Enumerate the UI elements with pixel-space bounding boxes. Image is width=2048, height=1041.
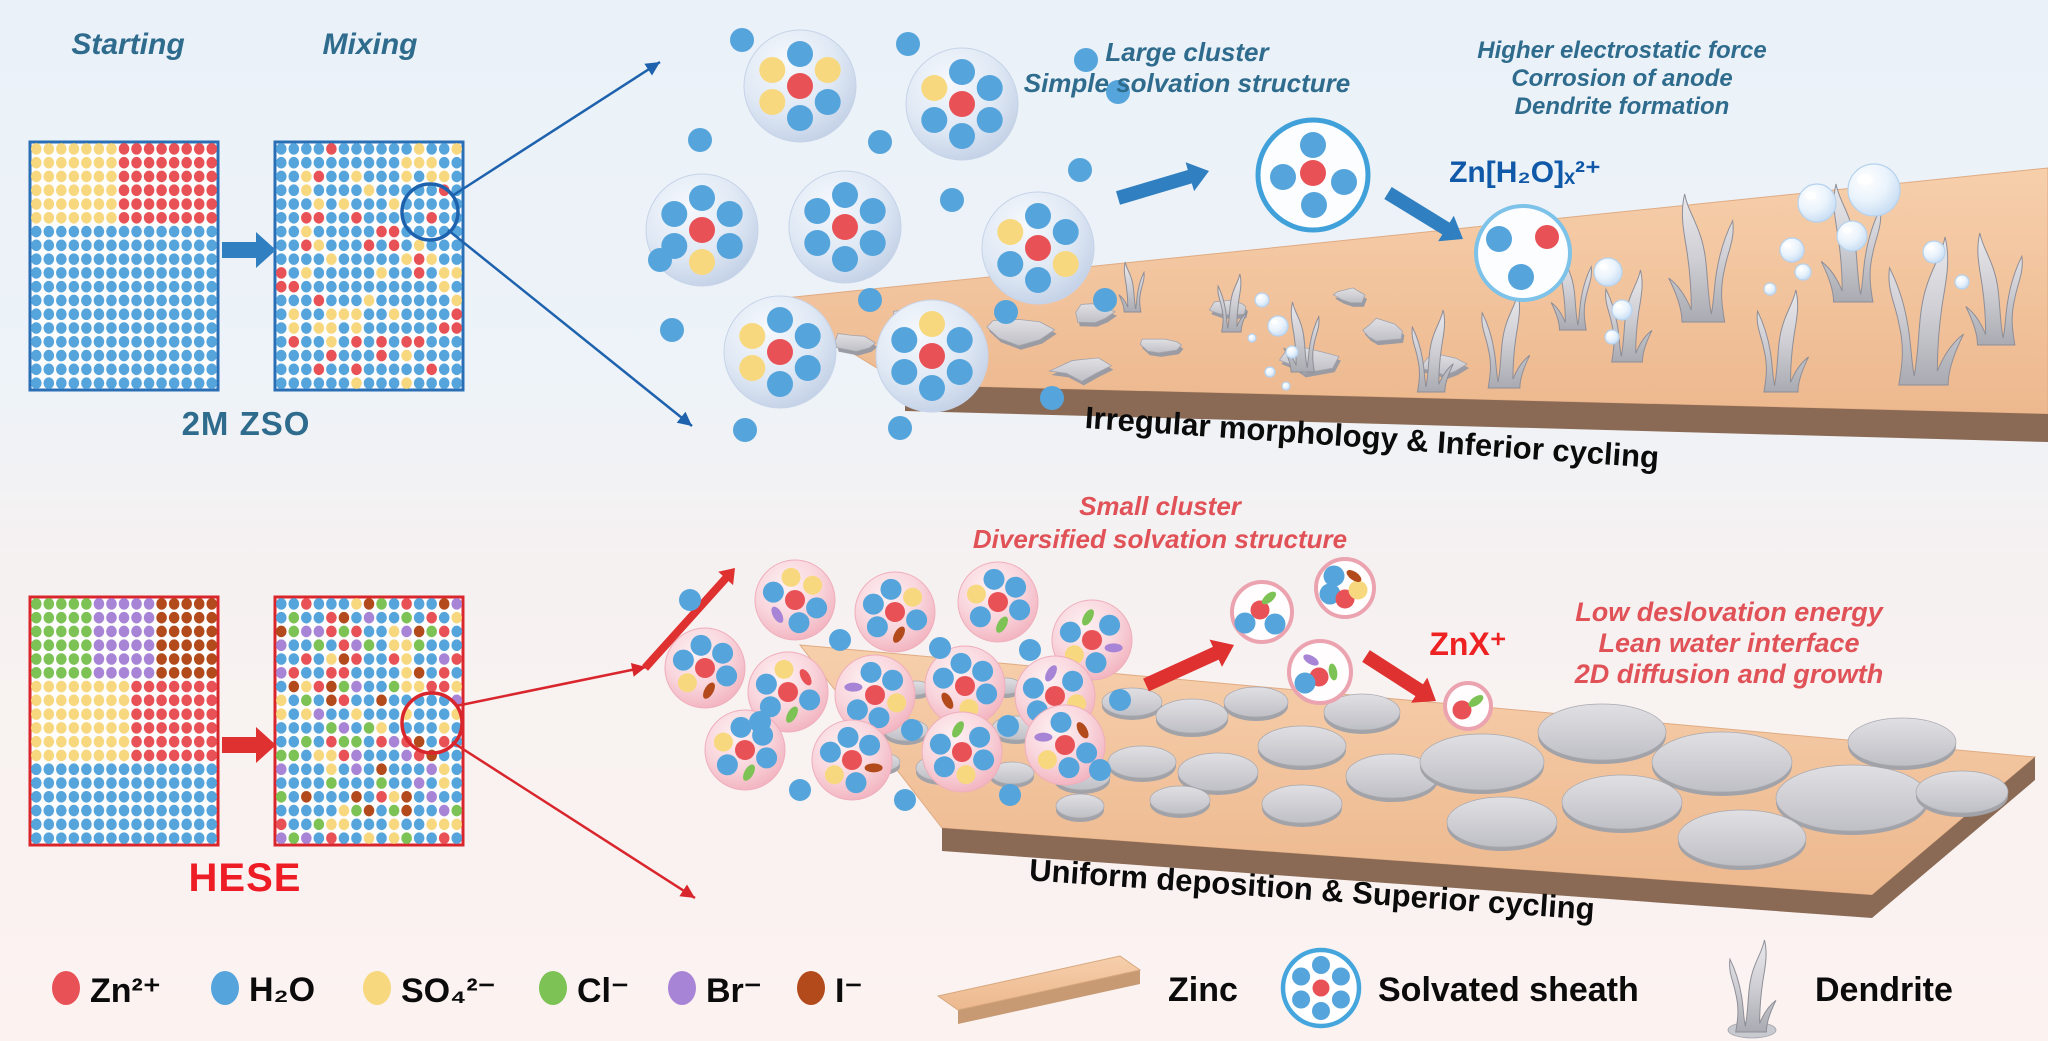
legend-label-zn: Zn²⁺ <box>90 972 161 1010</box>
zoom-lens <box>400 663 696 900</box>
legend-label-zinc: Zinc <box>1168 971 1238 1009</box>
dot-grid <box>273 140 465 392</box>
caption-large-cluster: Large cluster Simple solvation structure <box>1024 37 1351 99</box>
stage-label-starting: Starting <box>71 28 185 61</box>
caption-mechanism-top: Higher electrostatic force Corrosion of … <box>1477 37 1766 121</box>
caption-line: Lean water interface <box>1598 628 1860 658</box>
solvation-cluster-small <box>664 627 746 709</box>
solvation-cluster-large <box>645 173 759 287</box>
legend-species-dots <box>52 971 825 1005</box>
caption-line: Corrosion of anode <box>1511 65 1733 92</box>
free-water-top <box>648 28 1130 442</box>
caption-line: Simple solvation structure <box>1023 68 1351 98</box>
free-water-bottom <box>679 589 1131 811</box>
formula-zn-h2o: Zn[H₂O]ₓ²⁺ <box>1449 156 1601 189</box>
legend-label-br: Br⁻ <box>706 972 762 1010</box>
solvation-cluster-small <box>704 709 786 791</box>
solvation-cluster-small <box>1024 704 1106 786</box>
caption-line: Large cluster <box>1105 37 1269 67</box>
electrolyte-name-zso: 2M ZSO <box>181 405 311 442</box>
legend-label-h2o: H₂O <box>249 971 316 1009</box>
solvation-cluster-large <box>905 47 1019 161</box>
dot-grid <box>273 595 465 847</box>
legend-label-dendrite: Dendrite <box>1815 971 1953 1009</box>
formula-znx: ZnX⁺ <box>1429 626 1507 662</box>
dot-grid <box>28 595 220 847</box>
electrolyte-name-hese: HESE <box>188 856 302 900</box>
znx-complex-circle <box>1287 639 1353 705</box>
solvation-cluster-large <box>743 29 857 143</box>
solvated-sheath-circle <box>1255 117 1371 233</box>
znx-complex-circle <box>1314 557 1376 619</box>
solvation-cluster-large <box>788 170 902 284</box>
dot-grid <box>28 140 220 392</box>
legend-label-cl: Cl⁻ <box>577 972 629 1010</box>
hydrogen-bubbles <box>1247 163 1970 391</box>
zinc-plate-icon <box>936 955 1142 1024</box>
solvation-cluster-large <box>981 191 1095 305</box>
caption-line: Diversified solvation structure <box>972 524 1348 554</box>
stage-label-mixing: Mixing <box>322 28 418 61</box>
legend-label-i: I⁻ <box>835 972 863 1010</box>
desolvating-circle <box>1474 204 1572 302</box>
solvation-cluster-small <box>747 651 829 733</box>
zoom-lens <box>400 60 693 427</box>
legend-label-so4: SO₄²⁻ <box>401 972 496 1010</box>
caption-small-cluster: Small cluster Diversified solvation stru… <box>973 490 1347 556</box>
caption-line: Small cluster <box>1079 491 1241 521</box>
arrows <box>222 162 1463 763</box>
solvation-cluster-small <box>834 654 916 736</box>
zinc-plate-top <box>763 167 2048 442</box>
solvation-cluster-small <box>854 571 936 653</box>
solvated-sheath-icon <box>1280 947 1362 1029</box>
znx-complex-circle <box>1230 580 1294 644</box>
znx-complex-circle <box>1443 681 1493 731</box>
caption-line: 2D diffusion and growth <box>1574 659 1884 689</box>
solvation-cluster-small <box>811 719 893 801</box>
solvation-cluster-large <box>723 295 837 409</box>
solvation-cluster-small <box>924 645 1006 727</box>
deposit-pebbles <box>855 677 2009 870</box>
legend-label-solvated-sheath: Solvated sheath <box>1378 971 1639 1009</box>
caption-mechanism-bottom: Low deslovation energy Lean water interf… <box>1575 597 1883 690</box>
dendrite-icon <box>1727 939 1777 1039</box>
solvation-cluster-small <box>921 711 1003 793</box>
solvation-cluster-large <box>875 299 989 413</box>
caption-line: Higher electrostatic force <box>1477 37 1767 64</box>
solvation-cluster-small <box>957 561 1039 643</box>
solvation-cluster-small <box>754 559 836 641</box>
caption-line: Low deslovation energy <box>1575 597 1883 627</box>
caption-line: Dendrite formation <box>1514 93 1730 120</box>
